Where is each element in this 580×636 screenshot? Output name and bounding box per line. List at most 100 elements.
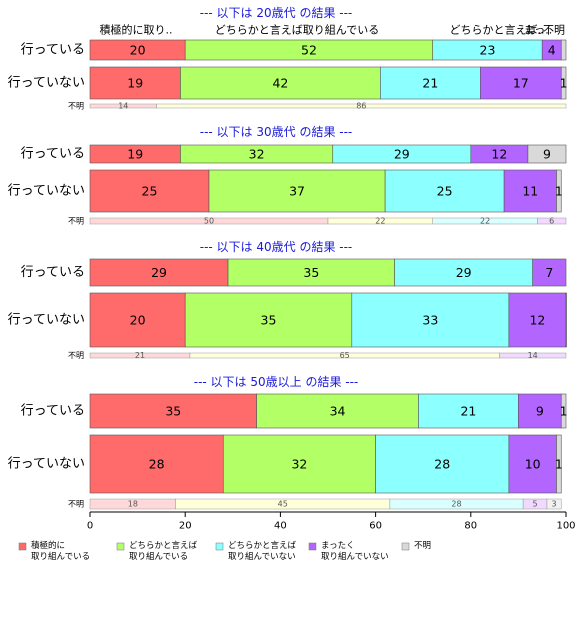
bar-segment bbox=[180, 66, 381, 100]
header-label: 不明 bbox=[543, 24, 565, 37]
bar-value-label: 25 bbox=[437, 184, 453, 199]
bar-segment bbox=[527, 144, 567, 164]
bar-value-label: 29 bbox=[456, 265, 472, 280]
bar-value-label: 1 bbox=[555, 457, 563, 472]
bar-segment bbox=[384, 169, 505, 213]
group-2: --- 以下は 30歳代 の結果 --- 行っている 19 32 29 12 9 行っていない… bbox=[8, 125, 567, 226]
row-label: 行っている bbox=[21, 43, 85, 58]
bar-row: 行っていない 25 37 25 11 1 bbox=[8, 169, 563, 213]
bar-segment bbox=[532, 258, 567, 287]
bar-segment bbox=[375, 434, 510, 494]
bar-value-label: 19 bbox=[127, 76, 143, 91]
row-label: 行っている bbox=[21, 147, 85, 162]
group-1: --- 以下は 20歳代 の結果 --- 行っている 20 52 23 4 行っていない 19… bbox=[8, 6, 568, 111]
header-label: どちらかと言えば取り組んでいる bbox=[215, 24, 379, 37]
x-tick-label: 80 bbox=[464, 521, 477, 532]
bar-segment bbox=[89, 258, 229, 287]
group-title: --- 以下は 20歳代 の結果 --- bbox=[200, 6, 353, 20]
bar-segment bbox=[560, 66, 567, 100]
bar-segment bbox=[208, 169, 386, 213]
bar-segment bbox=[227, 258, 395, 287]
x-tick-label: 20 bbox=[179, 521, 192, 532]
bar-segment bbox=[256, 393, 419, 429]
bar-row: 行っていない 19 42 21 17 1 bbox=[8, 66, 568, 100]
bar-segment bbox=[560, 393, 567, 429]
x-tick-label: 60 bbox=[369, 521, 382, 532]
unknown-value-label: 65 bbox=[340, 351, 350, 360]
bar-value-label: 12 bbox=[491, 147, 507, 162]
row-label: 行っていない bbox=[8, 313, 85, 328]
group-3: --- 以下は 40歳代 の結果 --- 行っている 29 35 29 7 行っていない 20… bbox=[8, 240, 567, 360]
bar-segment bbox=[351, 292, 510, 348]
unknown-value-label: 14 bbox=[118, 102, 128, 111]
bar-segment bbox=[503, 169, 557, 213]
bar-row: 行っている 35 34 21 9 1 bbox=[21, 393, 568, 429]
bar-value-label: 28 bbox=[434, 457, 450, 472]
bar-value-label: 11 bbox=[522, 184, 538, 199]
x-axis: 0 20 40 60 80 100 bbox=[87, 511, 576, 532]
bar-value-label: 9 bbox=[536, 404, 544, 419]
group-title: --- 以下は 50歳以上 の結果 --- bbox=[194, 375, 359, 389]
bar-value-label: 12 bbox=[529, 313, 545, 328]
bar-value-label: 20 bbox=[130, 43, 146, 58]
unknown-value-label: 14 bbox=[528, 351, 538, 360]
bar-value-label: 23 bbox=[480, 43, 496, 58]
header-label: どちらかと言えば.. bbox=[450, 24, 545, 37]
bar-row: 行っている 29 35 29 7 bbox=[21, 258, 567, 287]
unknown-value-label: 86 bbox=[356, 102, 366, 111]
row-label: 行っていない bbox=[8, 76, 85, 91]
unknown-row-label: 不明 bbox=[68, 351, 84, 360]
bar-value-label: 19 bbox=[127, 147, 143, 162]
group-title: --- 以下は 30歳代 の結果 --- bbox=[200, 125, 353, 139]
unknown-row-label: 不明 bbox=[68, 500, 84, 509]
bar-value-label: 4 bbox=[548, 43, 556, 58]
unknown-value-label: 45 bbox=[278, 500, 288, 509]
legend-label: 取り組んでいない bbox=[321, 551, 389, 562]
bar-segment bbox=[184, 292, 353, 348]
bar-segment bbox=[89, 393, 257, 429]
legend-label: どちらかと言えば bbox=[228, 540, 297, 551]
bar-row: 行っている 19 32 29 12 9 bbox=[21, 144, 567, 164]
unknown-value-label: 22 bbox=[480, 217, 490, 226]
row-label: 行っていない bbox=[8, 184, 85, 199]
header-label: 積極的に取り.. bbox=[100, 23, 173, 37]
x-tick-label: 0 bbox=[87, 521, 93, 532]
legend-swatch bbox=[18, 542, 27, 551]
bar-segment bbox=[394, 258, 533, 287]
unknown-row: 不明 21 65 14 bbox=[68, 351, 567, 360]
unknown-value-label: 3 bbox=[552, 500, 557, 509]
unknown-segment bbox=[156, 103, 567, 109]
bar-value-label: 1 bbox=[560, 404, 568, 419]
bar-segment bbox=[222, 434, 376, 494]
unknown-row-label: 不明 bbox=[68, 217, 84, 226]
unknown-segment bbox=[499, 352, 567, 359]
bar-segment bbox=[89, 434, 224, 494]
bar-segment bbox=[518, 393, 562, 429]
legend-swatch bbox=[401, 542, 410, 551]
unknown-value-label: 6 bbox=[549, 217, 554, 226]
bar-row: 行っていない 28 32 28 10 1 bbox=[8, 434, 563, 494]
unknown-row: 不明 50 22 22 6 bbox=[68, 217, 567, 226]
bar-segment bbox=[556, 169, 562, 213]
legend-label: 取り組んでいる bbox=[129, 551, 188, 562]
bar-value-label: 17 bbox=[513, 76, 529, 91]
bar-value-label: 35 bbox=[165, 404, 181, 419]
legend-item: どちらかと言えば取り組んでいる bbox=[116, 540, 198, 562]
bar-value-label: 32 bbox=[291, 457, 307, 472]
bar-value-label: 32 bbox=[249, 147, 265, 162]
bar-value-label: 25 bbox=[142, 184, 158, 199]
bar-value-label: 33 bbox=[422, 313, 438, 328]
bar-value-label: 35 bbox=[303, 265, 319, 280]
unknown-value-label: 50 bbox=[204, 217, 214, 226]
legend-swatch bbox=[215, 542, 224, 551]
bar-value-label: 28 bbox=[149, 457, 165, 472]
bar-segment bbox=[89, 66, 181, 100]
bar-segment bbox=[418, 393, 519, 429]
bar-segment bbox=[508, 292, 567, 348]
bar-value-label: 9 bbox=[543, 147, 551, 162]
bar-segment bbox=[556, 434, 562, 494]
